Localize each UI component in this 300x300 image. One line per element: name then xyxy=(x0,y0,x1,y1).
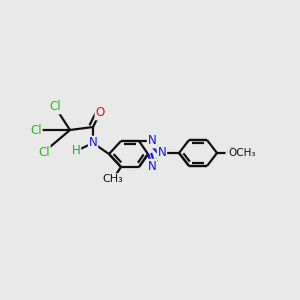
Text: Cl: Cl xyxy=(49,100,61,113)
Text: N: N xyxy=(158,146,166,160)
Text: Cl: Cl xyxy=(30,124,42,136)
Text: O: O xyxy=(95,106,105,119)
Text: CH₃: CH₃ xyxy=(103,174,123,184)
Text: OCH₃: OCH₃ xyxy=(228,148,256,158)
Text: N: N xyxy=(88,136,98,149)
Text: O: O xyxy=(226,146,236,160)
Text: Cl: Cl xyxy=(38,146,50,158)
Text: N: N xyxy=(148,160,156,172)
Text: N: N xyxy=(148,134,156,148)
Text: H: H xyxy=(72,145,80,158)
